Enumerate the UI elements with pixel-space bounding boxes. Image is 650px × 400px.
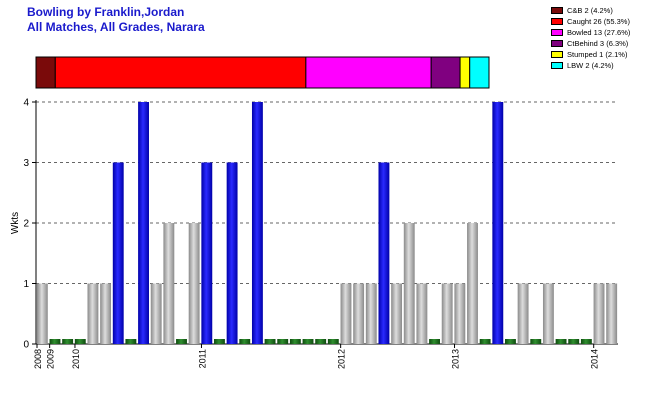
x-tick-label-2009: 2009 <box>46 349 56 369</box>
y-tick-label-3: 3 <box>23 158 29 169</box>
wickets-bar-zero <box>214 339 225 344</box>
y-tick-label-2: 2 <box>23 219 29 230</box>
wickets-bar-zero <box>176 339 187 344</box>
legend-label-ctbehind: CtBehind 3 (6.3%) <box>567 39 629 48</box>
wickets-bar-zero <box>49 339 61 344</box>
chart-title-block: Bowling by Franklin,Jordan All Matches, … <box>27 5 205 35</box>
legend-item-stumped: Stumped 1 (2.1%) <box>551 49 630 60</box>
wickets-bar <box>201 162 213 344</box>
legend-label-cb: C&B 2 (4.2%) <box>567 6 613 15</box>
legend-swatch-stumped <box>551 51 563 58</box>
legend-swatch-bowled <box>551 29 563 36</box>
wickets-bar-zero <box>277 339 289 344</box>
y-tick-label-0: 0 <box>23 340 29 351</box>
wickets-bar <box>378 162 390 344</box>
wickets-bar <box>517 283 529 344</box>
dismissal-legend: C&B 2 (4.2%) Caught 26 (55.3%) Bowled 13… <box>551 5 630 71</box>
legend-swatch-caught <box>551 18 563 25</box>
wickets-bar-zero <box>530 339 542 344</box>
legend-label-bowled: Bowled 13 (27.6%) <box>567 28 631 37</box>
wickets-bar-zero <box>327 339 339 344</box>
wickets-bar-zero <box>505 339 516 344</box>
x-tick-label-2013: 2013 <box>451 349 461 369</box>
legend-item-ctbehind: CtBehind 3 (6.3%) <box>551 38 630 49</box>
wickets-bar-zero <box>264 339 276 344</box>
legend-label-stumped: Stumped 1 (2.1%) <box>567 50 628 59</box>
legend-item-bowled: Bowled 13 (27.6%) <box>551 27 630 38</box>
x-tick-label-2011: 2011 <box>197 349 207 368</box>
wickets-bar-zero <box>555 339 567 344</box>
wickets-bar <box>36 283 48 344</box>
wickets-bar <box>492 102 504 344</box>
y-axis-label: Wkts <box>10 212 21 234</box>
dismissal-segment-bowled <box>305 56 432 89</box>
legend-label-caught: Caught 26 (55.3%) <box>567 17 630 26</box>
wickets-bar <box>403 223 415 344</box>
legend-item-caught: Caught 26 (55.3%) <box>551 16 630 27</box>
dismissal-segment-stumped <box>459 56 471 89</box>
wickets-bar <box>606 283 618 344</box>
wickets-bar <box>87 283 99 344</box>
wickets-bar <box>454 283 466 344</box>
wickets-bar <box>138 102 149 344</box>
legend-label-lbw: LBW 2 (4.2%) <box>567 61 614 70</box>
legend-swatch-cb <box>551 7 563 14</box>
dismissal-segment-caught <box>54 56 307 89</box>
dismissal-segment-lbw <box>469 56 490 89</box>
wickets-bar-zero <box>568 339 580 344</box>
wickets-bar-zero <box>239 339 251 344</box>
legend-swatch-ctbehind <box>551 40 563 47</box>
wickets-bar <box>365 283 377 344</box>
x-tick-label-2014: 2014 <box>590 349 600 369</box>
legend-item-cb: C&B 2 (4.2%) <box>551 5 630 16</box>
wickets-bar <box>441 283 453 344</box>
dismissal-segment-ctbehind <box>430 56 461 89</box>
dismissal-segment-cb <box>35 56 56 89</box>
wickets-bar <box>391 283 403 344</box>
wickets-bar <box>112 162 124 344</box>
x-tick-label-2008: 2008 <box>33 349 43 369</box>
wickets-bar <box>251 102 263 344</box>
wickets-bar <box>353 283 365 344</box>
wickets-bar <box>542 283 554 344</box>
legend-swatch-lbw <box>551 62 563 69</box>
wickets-bar <box>467 223 478 344</box>
y-tick-label-4: 4 <box>23 98 29 109</box>
wickets-bar-zero <box>125 339 137 344</box>
wickets-bar <box>100 283 112 344</box>
wickets-bar-zero <box>74 339 86 344</box>
wickets-bar <box>416 283 428 344</box>
chart-title: Bowling by Franklin,Jordan <box>27 5 185 19</box>
chart-subtitle: All Matches, All Grades, Narara <box>27 20 205 34</box>
x-tick-label-2012: 2012 <box>337 349 347 369</box>
y-tick-label-1: 1 <box>23 279 29 290</box>
wickets-bar <box>150 283 162 344</box>
wickets-bar-zero <box>580 339 592 344</box>
wickets-bar-zero <box>429 339 440 344</box>
wickets-bar-zero <box>289 339 301 344</box>
x-tick-label-2010: 2010 <box>71 349 81 369</box>
wickets-bar-zero <box>479 339 491 344</box>
wickets-bar-zero <box>62 339 74 344</box>
wickets-bar <box>188 223 200 344</box>
wickets-bar-zero <box>302 339 314 344</box>
wickets-bar <box>340 283 352 344</box>
wickets-bar <box>226 162 238 344</box>
wickets-bar <box>593 283 605 344</box>
wickets-bar <box>163 223 175 344</box>
wickets-bar-zero <box>315 339 327 344</box>
legend-item-lbw: LBW 2 (4.2%) <box>551 60 630 71</box>
